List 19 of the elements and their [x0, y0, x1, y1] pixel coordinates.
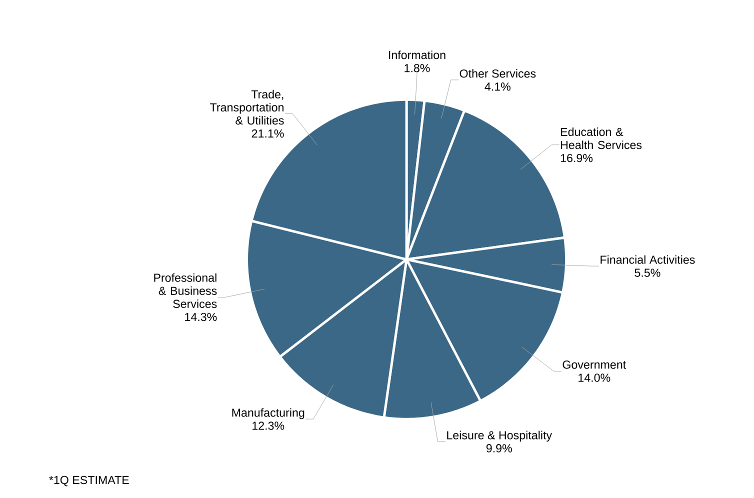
slice-label: Manufacturing — [232, 408, 304, 420]
data-label: 16.9% — [560, 154, 593, 162]
slice-label: Education & Health Services — [561, 128, 642, 150]
data-label: 4.1% — [484, 82, 511, 91]
data-label: 14.3% — [185, 313, 217, 322]
slice-label: Information — [389, 50, 446, 60]
slice-label: Professional & Business Services — [154, 274, 217, 308]
data-label: 12.3% — [252, 422, 284, 430]
data-label: 5.5% — [634, 268, 660, 278]
data-label: 1.8% — [404, 64, 430, 72]
slice-label: Other Services — [460, 69, 536, 78]
data-label: 14.0% — [578, 374, 610, 382]
text: *1Q ESTIMATE — [49, 476, 129, 486]
slice-label: Financial Activities — [600, 256, 695, 264]
slice-label: Leisure & Hospitality — [447, 431, 552, 442]
slice-label: Government — [562, 360, 626, 370]
data-label: 9.9% — [486, 444, 512, 453]
slice-label: Trade, Transportation & Utilities — [210, 90, 284, 125]
data-label: 21.1% — [252, 130, 284, 138]
